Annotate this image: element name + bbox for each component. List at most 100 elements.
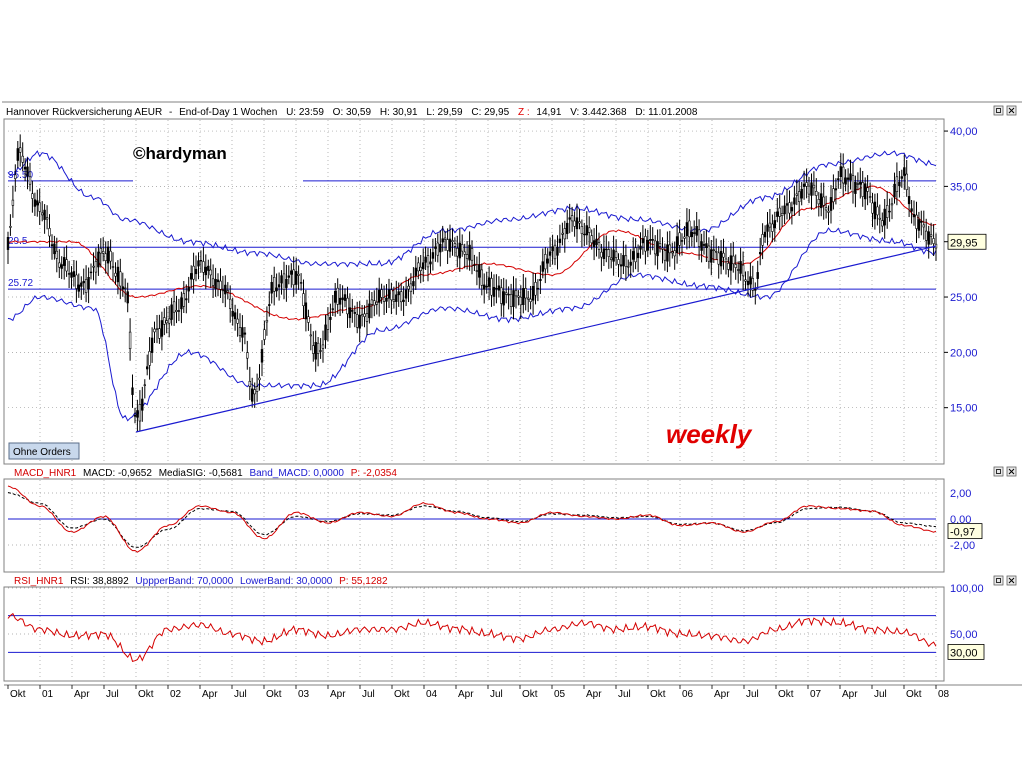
macd-maximize-button[interactable]: [993, 466, 1004, 477]
candle-body: [297, 273, 300, 276]
candle-body: [89, 271, 93, 274]
rsi-window-buttons[interactable]: [993, 575, 1017, 586]
macd-line: [7, 485, 937, 553]
close-value: C: 29,95: [471, 107, 509, 118]
candle-body: [768, 222, 772, 228]
candle-body: [194, 268, 198, 275]
candle-body: [84, 279, 88, 293]
candle-body: [839, 166, 843, 178]
candle-body: [888, 210, 891, 213]
candle-body: [94, 261, 98, 273]
candle-body: [651, 239, 654, 241]
candle-body: [695, 226, 698, 236]
candle-body: [627, 266, 630, 268]
candle-body: [580, 226, 584, 234]
candle-body: [473, 264, 476, 266]
maximize-button[interactable]: [993, 105, 1004, 116]
candle-body: [285, 278, 288, 288]
candle-body: [917, 219, 921, 231]
candle-body: [351, 309, 354, 312]
candle-body: [744, 279, 747, 282]
candle-body: [387, 289, 391, 299]
candle-body: [551, 246, 554, 252]
x-tick-label: Apr: [202, 689, 218, 700]
level-label: 35.50: [8, 170, 33, 181]
candle-body: [905, 173, 908, 190]
x-tick-label: Jul: [746, 689, 759, 700]
candle-body: [165, 320, 168, 324]
candle-body: [448, 238, 452, 252]
candle-body: [58, 262, 61, 268]
macd-signal-line: [7, 492, 937, 549]
candle-body: [368, 303, 371, 319]
candle-body: [678, 232, 681, 246]
candle-body: [478, 264, 481, 278]
candle-body: [565, 222, 569, 234]
candle-body: [829, 197, 833, 211]
candle-body: [514, 290, 518, 297]
candle-body: [732, 255, 735, 265]
candle-body: [77, 284, 81, 292]
candle-body: [26, 166, 29, 177]
candle-body: [353, 312, 356, 314]
x-tick-label: 07: [810, 689, 822, 700]
macd-window-buttons[interactable]: [993, 466, 1017, 477]
ohne-orders-button-bg[interactable]: [8, 442, 80, 460]
x-tick-label: 06: [682, 689, 694, 700]
candle-body: [419, 266, 422, 272]
main-window-buttons[interactable]: [993, 105, 1017, 116]
candle-body: [309, 334, 312, 337]
rsi-header-text: RSI_HNR1 RSI: 38,8892 UppperBand: 70,000…: [14, 576, 388, 587]
maximize-icon: [996, 578, 1001, 583]
candle-body: [38, 202, 41, 212]
x-tick-label: Okt: [10, 689, 26, 700]
band-value: Band_MACD: 0,0000: [249, 468, 344, 479]
bollinger-upper-line: [7, 150, 937, 268]
candle-body: [82, 280, 85, 284]
axes: Okt 01 Apr Jul Okt 02 Apr Jul Okt 03 Apr Jul Okt 04 Ap…: [7, 126, 987, 700]
candle-body: [653, 240, 657, 255]
candle-body: [424, 256, 427, 263]
candle-body: [639, 245, 642, 250]
y-tick-label: 50,00: [950, 629, 978, 641]
candle-body: [793, 197, 796, 205]
candle-body: [553, 244, 557, 260]
candle-body: [258, 377, 261, 381]
candle-body: [883, 208, 886, 226]
candle-body: [636, 252, 640, 259]
candle-body: [585, 225, 589, 236]
candle-body: [124, 287, 127, 289]
candle-body: [692, 232, 696, 234]
candle-body: [170, 304, 173, 320]
candle-body: [404, 289, 408, 299]
macd-value: MACD: -0,9652: [83, 468, 152, 479]
candle-body: [597, 242, 601, 250]
candle-body: [221, 289, 225, 292]
candle-body: [336, 287, 339, 305]
rsi-maximize-button[interactable]: [993, 575, 1004, 586]
candle-body: [9, 226, 12, 228]
candle-body: [192, 265, 195, 280]
candle-body: [866, 187, 869, 192]
x-tick-label: 05: [554, 689, 566, 700]
candle-body: [885, 205, 889, 218]
candle-body: [312, 345, 315, 354]
candle-body: [172, 301, 176, 313]
candle-body: [341, 297, 344, 300]
candle-body: [590, 235, 593, 244]
candle-body: [546, 258, 549, 264]
candle-body: [260, 349, 264, 363]
candle-body: [856, 183, 860, 185]
ohne-orders-button[interactable]: Ohne Orders: [8, 442, 80, 460]
candle-body: [62, 257, 66, 266]
candle-body: [561, 232, 564, 235]
candle-body: [441, 238, 444, 243]
candle-body: [287, 275, 290, 278]
rsi-upper-value: UppperBand: 70,0000: [135, 576, 233, 587]
rsi-line: [7, 612, 937, 663]
candle-body: [702, 244, 706, 246]
candle-body: [329, 316, 332, 320]
candle-body: [895, 176, 899, 193]
candle-body: [265, 319, 269, 323]
candle-body: [700, 241, 703, 251]
